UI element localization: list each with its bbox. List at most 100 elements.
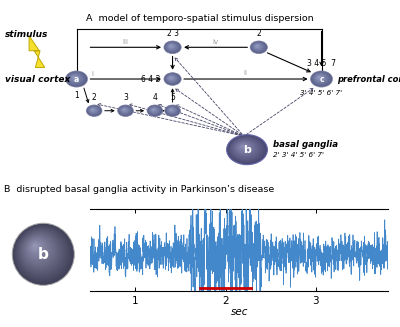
Circle shape — [150, 107, 158, 113]
Circle shape — [318, 77, 320, 78]
Circle shape — [169, 76, 174, 80]
Circle shape — [71, 75, 79, 81]
Circle shape — [313, 73, 329, 84]
Circle shape — [165, 74, 179, 84]
Circle shape — [233, 139, 258, 157]
Circle shape — [168, 44, 175, 49]
Circle shape — [168, 76, 175, 81]
Circle shape — [69, 74, 82, 83]
Circle shape — [170, 45, 172, 47]
Text: basal ganglia: basal ganglia — [273, 140, 338, 149]
Circle shape — [253, 43, 263, 50]
Circle shape — [254, 43, 262, 50]
Circle shape — [252, 42, 264, 51]
Circle shape — [14, 225, 70, 281]
Text: i: i — [92, 71, 94, 77]
Circle shape — [148, 105, 162, 116]
Circle shape — [118, 106, 132, 116]
Circle shape — [256, 45, 258, 47]
Circle shape — [148, 106, 161, 115]
Circle shape — [255, 44, 260, 48]
Circle shape — [317, 76, 322, 79]
Circle shape — [169, 108, 173, 111]
Circle shape — [236, 142, 252, 154]
Circle shape — [168, 75, 176, 81]
Circle shape — [22, 233, 57, 268]
Circle shape — [241, 145, 246, 148]
Circle shape — [25, 236, 52, 263]
Circle shape — [315, 74, 326, 82]
Circle shape — [250, 41, 267, 53]
Circle shape — [152, 109, 155, 111]
Circle shape — [316, 75, 323, 80]
Circle shape — [166, 74, 178, 83]
Circle shape — [121, 107, 129, 113]
Circle shape — [165, 74, 180, 84]
Circle shape — [88, 106, 100, 115]
Text: b: b — [243, 145, 251, 155]
Circle shape — [164, 41, 181, 53]
Circle shape — [28, 239, 45, 256]
Text: 3' 4' 5' 6' 7': 3' 4' 5' 6' 7' — [300, 90, 342, 96]
Circle shape — [168, 43, 176, 50]
Circle shape — [241, 146, 244, 148]
Circle shape — [68, 73, 83, 84]
Text: a: a — [74, 75, 79, 83]
Text: ii: ii — [244, 70, 248, 76]
Circle shape — [89, 107, 98, 113]
Circle shape — [255, 45, 260, 48]
Circle shape — [164, 73, 181, 85]
Circle shape — [165, 105, 180, 116]
Circle shape — [167, 106, 177, 114]
Circle shape — [252, 43, 264, 51]
Circle shape — [240, 145, 246, 149]
Circle shape — [70, 74, 80, 82]
Circle shape — [314, 74, 327, 83]
Circle shape — [119, 106, 132, 115]
Circle shape — [167, 43, 177, 51]
Text: 2 3: 2 3 — [166, 29, 178, 38]
Circle shape — [254, 44, 262, 49]
Circle shape — [234, 140, 256, 156]
Text: 6 4 3: 6 4 3 — [141, 75, 160, 83]
Circle shape — [92, 109, 93, 110]
Circle shape — [121, 107, 128, 113]
Circle shape — [254, 43, 262, 50]
Circle shape — [18, 229, 65, 276]
Circle shape — [168, 108, 175, 112]
Circle shape — [67, 72, 85, 85]
Circle shape — [164, 41, 181, 54]
Circle shape — [170, 77, 172, 78]
Circle shape — [90, 108, 96, 112]
Circle shape — [170, 45, 172, 47]
Circle shape — [168, 44, 175, 49]
Circle shape — [91, 108, 95, 112]
Circle shape — [318, 76, 321, 79]
Circle shape — [239, 144, 248, 150]
Circle shape — [251, 41, 266, 53]
Circle shape — [169, 45, 173, 47]
Circle shape — [165, 105, 180, 116]
Circle shape — [315, 75, 325, 81]
Circle shape — [169, 108, 174, 112]
Circle shape — [232, 138, 260, 159]
Circle shape — [66, 72, 86, 86]
Circle shape — [250, 41, 268, 54]
Circle shape — [165, 42, 180, 53]
Circle shape — [316, 75, 324, 81]
Circle shape — [31, 242, 41, 252]
Circle shape — [73, 77, 76, 78]
Circle shape — [86, 105, 102, 116]
Circle shape — [170, 77, 171, 78]
Circle shape — [68, 73, 84, 84]
Circle shape — [150, 107, 159, 114]
Text: visual cortex: visual cortex — [5, 75, 70, 83]
Circle shape — [168, 107, 176, 113]
Circle shape — [227, 135, 266, 164]
Circle shape — [19, 230, 62, 273]
Circle shape — [168, 76, 175, 81]
Circle shape — [23, 234, 54, 266]
Circle shape — [252, 42, 265, 52]
Circle shape — [90, 108, 97, 112]
Text: 1: 1 — [74, 91, 79, 99]
